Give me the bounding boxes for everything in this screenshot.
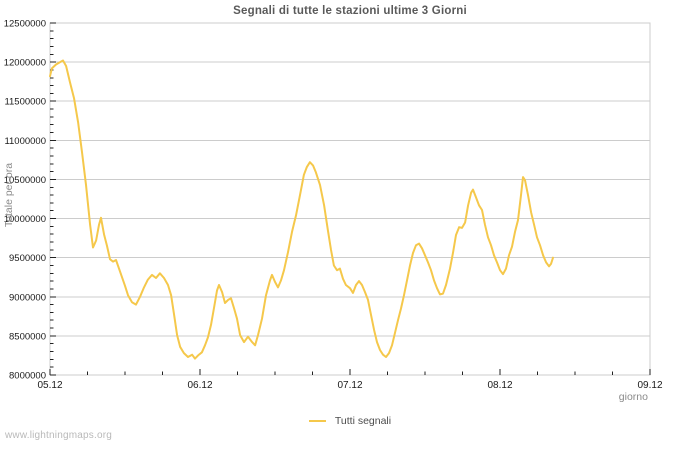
x-tick-label: 09.12 [637,380,662,391]
y-tick-label: 10000000 [4,214,46,225]
plot-frame [49,22,651,376]
x-tick-label: 08.12 [487,380,512,391]
series-line-tutti-segnali [49,59,554,360]
y-tick-label: 12000000 [4,58,46,69]
y-tick-label: 11500000 [4,97,46,108]
y-axis-label: Totale per ora [3,162,15,228]
x-tick-label: 05.12 [37,380,62,391]
y-tick-label: 8500000 [9,331,46,342]
watermark: www.lightningmaps.org [5,430,113,441]
y-tick-label: 8000000 [9,371,46,382]
y-tick-label: 10500000 [4,175,46,186]
x-tick-label: 07.12 [337,380,362,391]
legend-label: Tutti segnali [334,415,392,427]
y-tick-label: 9500000 [9,253,46,264]
x-tick-label: 06.12 [187,380,212,391]
x-axis-label: giorno [618,391,648,403]
y-tick-label: 12500000 [4,19,46,30]
y-tick-label: 9000000 [9,292,46,303]
y-tick-label: 11000000 [4,136,46,147]
legend: Tutti segnali [0,414,700,428]
chart-title: Segnali di tutte le stazioni ultime 3 Gi… [233,5,467,17]
legend-line-swatch [308,420,326,422]
